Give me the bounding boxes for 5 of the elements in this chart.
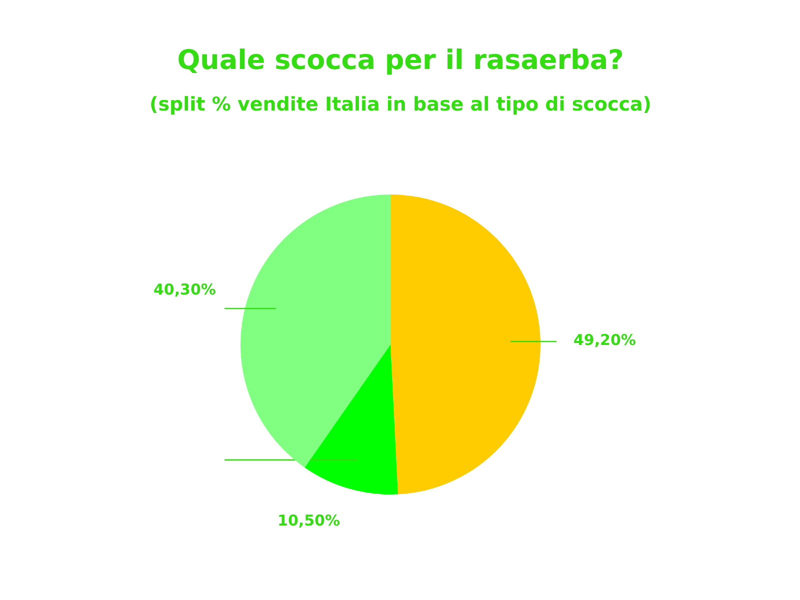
chart-title: Quale scocca per il rasaerba? [177,45,624,76]
data-label: 40,30% [153,280,216,299]
chart-subtitle: (split % vendite Italia in base al tipo di scocca) [150,94,652,116]
data-label: 49,20% [573,330,636,349]
data-label: 10,50% [278,511,340,530]
